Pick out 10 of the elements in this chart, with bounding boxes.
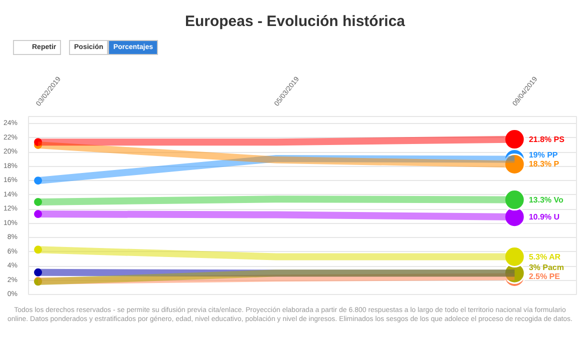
text: 3% Pacm xyxy=(528,263,564,272)
text: 21.8% PS xyxy=(528,134,564,144)
chart-title: Europeas - Evolución histórica xyxy=(184,12,406,32)
text: 2.5% PE xyxy=(528,272,560,282)
text: 10.9% U xyxy=(528,212,560,222)
text: 18.3% P xyxy=(528,160,560,169)
point xyxy=(34,268,42,276)
text: 19% PP xyxy=(528,150,558,160)
text: 13.3% Vo xyxy=(528,195,564,204)
text: 5.3% AR xyxy=(528,252,561,262)
